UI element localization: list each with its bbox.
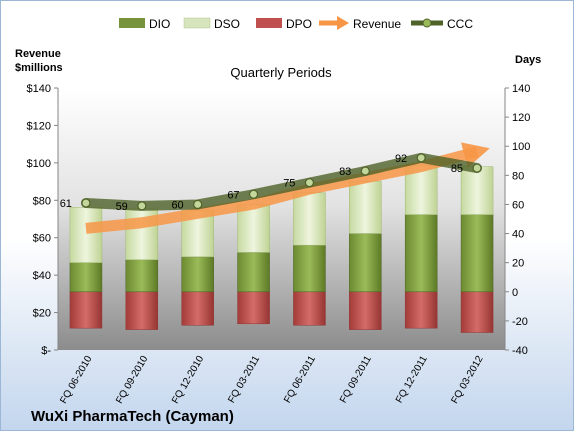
category-tick-label: FQ 06-2011 [282, 354, 318, 405]
legend-label-dio: DIO [149, 17, 170, 31]
ccc-line [80, 152, 483, 211]
legend-swatch-dpo [256, 18, 282, 28]
bar-dso [293, 192, 326, 246]
bar-dpo [404, 291, 438, 329]
category-tick-label: FQ 09-2010 [114, 354, 150, 406]
category-tick-label: FQ 06-2010 [58, 354, 94, 406]
right-axis-tick-label: 80 [512, 170, 524, 182]
left-axis-tick-label: $60 [33, 233, 51, 245]
legend-swatch-dso [183, 17, 211, 29]
right-axis-tick-label: -20 [512, 316, 528, 328]
bar-dio [460, 214, 494, 293]
left-axis-tick-label: $120 [27, 120, 51, 132]
bar-dio [125, 259, 159, 293]
right-axis-tick-label: 0 [512, 287, 518, 299]
left-axis-label-line1: Revenue [15, 48, 61, 60]
bar-dso [69, 207, 103, 263]
bar-dpo [125, 291, 159, 330]
bar-dio [349, 233, 382, 293]
ccc-point [193, 199, 203, 210]
bar-dpo [460, 291, 494, 333]
bar-dso [349, 180, 382, 234]
legend-revenue-arrow-icon [319, 16, 349, 30]
left-axis-label-line2: $millions [15, 62, 63, 74]
bar-dpo [293, 291, 326, 326]
legend-label-dso: DSO [214, 17, 240, 31]
right-axis-tick-label: 40 [512, 229, 524, 241]
ccc-data-label: 83 [339, 166, 351, 178]
bar-dio [404, 214, 438, 293]
company-name: WuXi PharmaTech (Cayman) [31, 408, 234, 425]
ccc-point [304, 178, 315, 188]
left-axis-tick-label: $20 [33, 308, 51, 320]
category-tick-label: FQ 03-2012 [449, 354, 485, 406]
right-axis-tick-label: 60 [512, 199, 524, 211]
bar-dpo [349, 291, 382, 330]
ccc-data-label: 60 [171, 199, 183, 211]
right-axis-tick-label: 100 [512, 141, 530, 153]
left-axis-tick-label: $40 [33, 270, 51, 282]
category-tick-label: FQ 12-2011 [394, 354, 430, 405]
ccc-point [416, 153, 426, 163]
bar-dso [460, 166, 494, 215]
category-tick-label: FQ 12-2010 [170, 354, 206, 406]
right-axis-tick-label: 20 [512, 258, 524, 270]
bar-dpo [181, 291, 214, 326]
ccc-data-label: 92 [395, 153, 407, 165]
bar-dio [293, 244, 326, 293]
ccc-point [81, 198, 91, 208]
ccc-point [137, 201, 147, 211]
chart-title: Quarterly Periods [230, 65, 332, 80]
right-axis-tick-label: 120 [512, 112, 530, 124]
left-axis-tick-label: $80 [33, 195, 51, 207]
category-tick-label: FQ 09-2011 [338, 354, 374, 405]
bar-dpo [69, 291, 103, 329]
right-axis-tick-label: 140 [512, 83, 530, 95]
legend-label-ccc: CCC [447, 17, 473, 31]
legend-swatch-dio [119, 18, 145, 28]
bar-dso [237, 204, 270, 253]
revenue-line [85, 142, 490, 234]
ccc-data-label: 85 [451, 163, 463, 175]
ccc-data-label: 61 [60, 198, 72, 210]
ccc-point [472, 163, 482, 173]
legend-label-dpo: DPO [286, 17, 312, 31]
ccc-point [360, 166, 370, 176]
ccc-data-label: 67 [227, 189, 239, 201]
ccc-point [248, 189, 259, 199]
legend-label-revenue: Revenue [353, 17, 401, 31]
left-axis-tick-label: $140 [27, 83, 51, 95]
left-axis-tick-label: $- [41, 345, 51, 357]
bar-dpo [237, 291, 270, 325]
left-axis-tick-label: $100 [27, 158, 51, 170]
legend: DIO DSO DPO Revenue CCC [119, 16, 473, 31]
right-axis-label: Days [515, 54, 541, 66]
bar-dio [69, 262, 103, 293]
ccc-data-label: 75 [283, 178, 295, 190]
legend-ccc-icon [411, 18, 443, 28]
right-axis-tick-label: -40 [512, 345, 528, 357]
ccc-data-label: 59 [116, 201, 128, 213]
bar-dio [237, 252, 270, 293]
bar-dio [181, 256, 214, 293]
category-tick-label: FQ 03-2011 [226, 354, 262, 405]
